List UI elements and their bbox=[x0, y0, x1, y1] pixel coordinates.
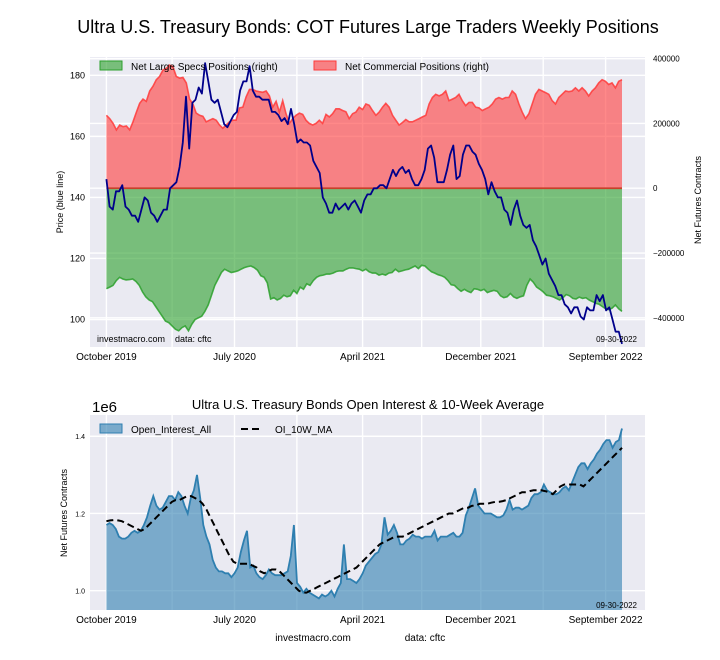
x-tick-label-4: September 2022 bbox=[569, 352, 643, 363]
bottom-date-annotation: 09-30-2022 bbox=[596, 601, 637, 610]
bottom-x-tick-label-3: December 2021 bbox=[445, 615, 517, 626]
left-tick-label-4: 180 bbox=[70, 70, 85, 80]
legend-swatch-commercial bbox=[313, 60, 337, 71]
left-tick-label-0: 100 bbox=[70, 315, 85, 325]
bottom-y-tick-label-0: 1.0 bbox=[75, 589, 85, 596]
bottom-x-tick-label-2: April 2021 bbox=[340, 615, 385, 626]
bottom-y-axis-label: Net Futures Contracts bbox=[59, 468, 69, 557]
right-tick-label-0: 400000 bbox=[653, 55, 680, 64]
bottom-y-axis: 1.0 1.2 1.4 bbox=[75, 434, 85, 595]
x-tick-label-1: July 2020 bbox=[213, 352, 256, 363]
bottom-scale-label: 1e6 bbox=[92, 399, 117, 416]
top-lines bbox=[105, 62, 623, 345]
area-open-interest bbox=[106, 428, 623, 610]
top-x-axis: October 2019 July 2020 April 2021 December … bbox=[76, 352, 643, 363]
legend-swatch-open-interest bbox=[99, 423, 123, 434]
right-tick-label-4: −400000 bbox=[653, 314, 685, 323]
area-net-large-specs bbox=[106, 188, 623, 331]
left-tick-label-1: 120 bbox=[70, 253, 85, 263]
line-oi-10w-ma bbox=[106, 447, 623, 594]
area-net-commercial bbox=[106, 65, 623, 189]
top-chart-title: Ultra U.S. Treasury Bonds: COT Futures L… bbox=[77, 17, 659, 37]
x-tick-label-3: December 2021 bbox=[445, 352, 517, 363]
price-line bbox=[105, 62, 623, 345]
line-open-interest bbox=[105, 428, 623, 600]
legend-label-large-specs: Net Large Specs Positions (right) bbox=[131, 62, 278, 73]
footer-source: data: cftc bbox=[405, 633, 446, 644]
bottom-x-tick-label-1: July 2020 bbox=[213, 615, 256, 626]
x-tick-label-0: October 2019 bbox=[76, 352, 137, 363]
top-right-axis-label: Net Futures Contracts bbox=[693, 155, 703, 244]
top-right-axis: 400000 200000 0 −200000 −400000 bbox=[653, 55, 685, 323]
right-tick-label-1: 200000 bbox=[653, 119, 680, 128]
x-tick-label-2: April 2021 bbox=[340, 352, 385, 363]
top-date-annotation: 09-30-2022 bbox=[596, 335, 637, 344]
legend-label-open-interest: Open_Interest_All bbox=[131, 425, 211, 436]
bottom-chart-title: Ultra U.S. Treasury Bonds Open Interest … bbox=[192, 397, 544, 412]
legend-label-commercial: Net Commercial Positions (right) bbox=[345, 62, 489, 73]
bottom-areas bbox=[105, 428, 623, 610]
bottom-legend: Open_Interest_All OI_10W_MA bbox=[99, 423, 333, 436]
right-tick-label-2: 0 bbox=[653, 184, 658, 193]
bottom-lines bbox=[106, 447, 623, 594]
top-watermark: investmacro.com data: cftc bbox=[97, 334, 212, 344]
left-tick-label-3: 160 bbox=[70, 131, 85, 141]
legend-label-oi-ma: OI_10W_MA bbox=[275, 425, 333, 436]
bottom-y-tick-label-2: 1.4 bbox=[75, 434, 85, 441]
top-legend: Net Large Specs Positions (right) Net Co… bbox=[99, 60, 489, 73]
top-left-axis: 100 120 140 160 180 bbox=[70, 70, 85, 324]
bottom-x-tick-label-0: October 2019 bbox=[76, 615, 137, 626]
top-left-axis-label: Price (blue line) bbox=[55, 171, 65, 234]
line-net-large-specs bbox=[106, 264, 623, 333]
footer-site: investmacro.com bbox=[275, 633, 351, 644]
bottom-x-axis: October 2019 July 2020 April 2021 December … bbox=[76, 615, 643, 626]
right-tick-label-3: −200000 bbox=[653, 249, 685, 258]
legend-swatch-large-specs bbox=[99, 60, 123, 71]
bottom-x-tick-label-4: September 2022 bbox=[569, 615, 643, 626]
left-tick-label-2: 140 bbox=[70, 192, 85, 202]
bottom-y-tick-label-1: 1.2 bbox=[75, 511, 85, 518]
